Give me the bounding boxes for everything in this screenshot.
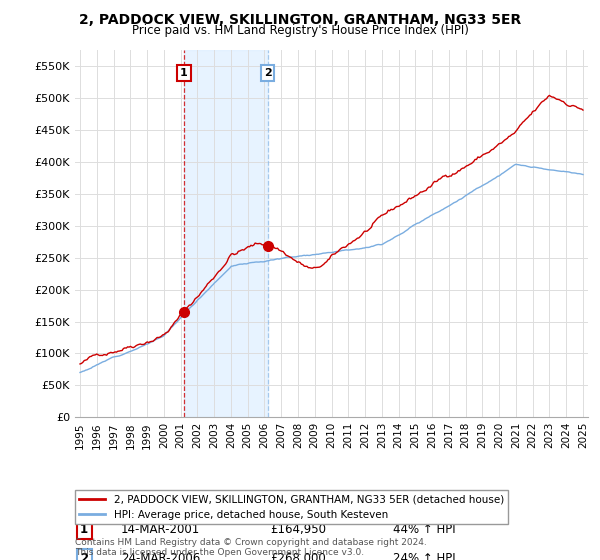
Text: 2: 2 xyxy=(80,552,88,560)
Text: 44% ↑ HPI: 44% ↑ HPI xyxy=(393,522,455,535)
Text: 24% ↑ HPI: 24% ↑ HPI xyxy=(393,552,455,560)
Text: 2: 2 xyxy=(264,68,272,78)
Bar xyxy=(184,50,268,417)
Text: 1: 1 xyxy=(180,68,188,78)
Text: 24-MAR-2006: 24-MAR-2006 xyxy=(121,552,200,560)
Legend: 2, PADDOCK VIEW, SKILLINGTON, GRANTHAM, NG33 5ER (detached house), HPI: Average : 2, PADDOCK VIEW, SKILLINGTON, GRANTHAM, … xyxy=(75,490,508,524)
Text: 1: 1 xyxy=(80,522,88,535)
Text: 14-MAR-2001: 14-MAR-2001 xyxy=(121,522,200,535)
Text: 2, PADDOCK VIEW, SKILLINGTON, GRANTHAM, NG33 5ER: 2, PADDOCK VIEW, SKILLINGTON, GRANTHAM, … xyxy=(79,13,521,27)
Text: Price paid vs. HM Land Registry's House Price Index (HPI): Price paid vs. HM Land Registry's House … xyxy=(131,24,469,36)
Text: £268,000: £268,000 xyxy=(270,552,326,560)
Text: Contains HM Land Registry data © Crown copyright and database right 2024.
This d: Contains HM Land Registry data © Crown c… xyxy=(75,538,427,557)
Text: £164,950: £164,950 xyxy=(270,522,326,535)
